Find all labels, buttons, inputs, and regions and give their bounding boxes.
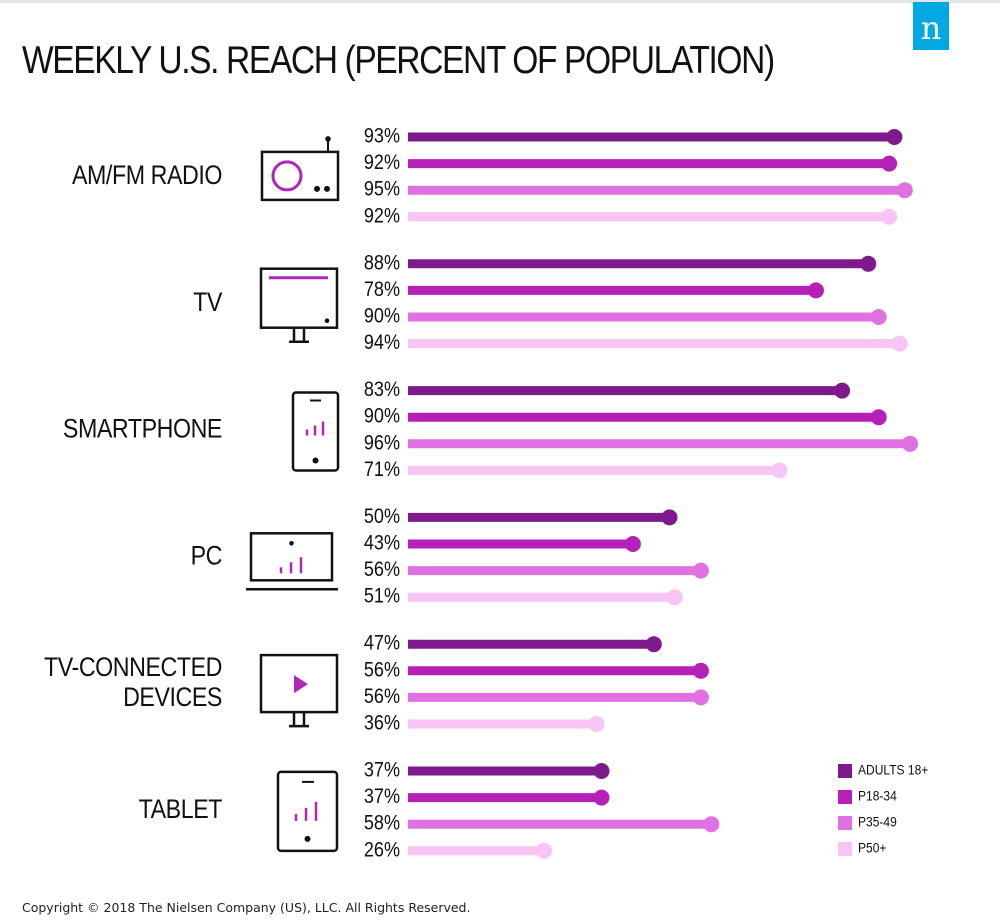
radio-body — [260, 150, 340, 202]
category-label: SMARTPHONE — [63, 414, 222, 444]
data-label: 94% — [364, 331, 400, 355]
bar-end-dot — [588, 716, 605, 732]
logo-letter: n — [920, 9, 942, 47]
tv-screen — [259, 267, 339, 329]
tv-stand — [289, 327, 309, 343]
bar-end-dot — [881, 155, 898, 172]
bar-end-dot — [886, 129, 903, 145]
tv-icon — [259, 267, 339, 343]
tv-stand — [289, 712, 309, 728]
legend-swatch — [838, 816, 852, 830]
radio-icon — [260, 136, 340, 202]
bar-end-dot — [535, 842, 552, 859]
category-label: TABLET — [139, 794, 222, 824]
data-label: 37% — [364, 758, 400, 782]
tablet-body — [276, 770, 339, 853]
legend-label: P18-34 — [858, 788, 897, 804]
bar-end-dot — [870, 309, 887, 325]
data-label: 71% — [364, 458, 400, 482]
data-label: 78% — [364, 278, 400, 302]
data-label: 90% — [364, 405, 400, 429]
bar-end-dot — [891, 335, 908, 352]
bar-end-dot — [692, 662, 709, 679]
radio-knob — [324, 185, 330, 192]
data-label: 92% — [364, 151, 400, 175]
phone-body — [291, 391, 340, 472]
copyright-notice: Copyright © 2018 The Nielsen Company (US… — [22, 900, 471, 915]
nielsen-logo: n — [913, 2, 949, 50]
top-rule — [0, 0, 1000, 3]
category-label: PC — [191, 541, 223, 571]
bar-end-dot — [834, 382, 851, 399]
category-label: DEVICES — [123, 683, 222, 713]
data-label: 51% — [364, 585, 400, 609]
data-label: 56% — [364, 658, 400, 682]
data-label: 37% — [364, 785, 400, 809]
bar-end-dot — [703, 816, 720, 833]
radio-knob — [314, 185, 320, 192]
smartphone-icon — [291, 391, 340, 472]
bar-end-dot — [645, 636, 662, 653]
page-title: WEEKLY U.S. REACH (PERCENT OF POPULATION… — [22, 39, 775, 82]
tv-power-dot — [324, 318, 330, 324]
tablet-home-button — [304, 835, 311, 842]
legend-label: P50+ — [858, 840, 886, 856]
data-label: 96% — [364, 431, 400, 455]
tablet-icon — [276, 770, 339, 853]
category-label: TV — [193, 287, 222, 317]
data-label: 95% — [364, 178, 400, 202]
category-label: AM/FM RADIO — [72, 160, 222, 190]
laptop-camera — [289, 541, 294, 546]
play-triangle — [294, 675, 308, 694]
data-label: 88% — [364, 251, 400, 275]
tv-screen — [259, 653, 339, 714]
data-label: 50% — [364, 505, 400, 529]
phone-signal-bars — [305, 421, 325, 436]
bar-end-dot — [807, 282, 824, 299]
data-label: 43% — [364, 531, 400, 555]
data-label: 56% — [364, 558, 400, 582]
data-label: 90% — [364, 304, 400, 328]
bar-end-dot — [593, 789, 610, 806]
bar-end-dot — [896, 182, 913, 199]
bar-end-dot — [692, 689, 709, 706]
data-label: 58% — [364, 812, 400, 836]
laptop-signal-bars — [279, 557, 303, 574]
data-label: 83% — [364, 378, 400, 402]
bar-end-dot — [870, 409, 887, 426]
category-label: TV-CONNECTED — [44, 653, 222, 683]
data-label: 26% — [364, 838, 400, 862]
legend-swatch — [838, 790, 852, 804]
bar-end-dot — [881, 208, 898, 225]
legend-label: P35-49 — [858, 814, 897, 830]
bar-end-dot — [692, 562, 709, 579]
data-label: 56% — [364, 685, 400, 709]
radio-dial — [271, 160, 303, 192]
bar-end-dot — [860, 255, 877, 272]
legend-label: ADULTS 18+ — [858, 762, 928, 778]
data-label: 92% — [364, 204, 400, 228]
bar-end-dot — [666, 589, 683, 606]
bar-end-dot — [661, 509, 678, 526]
bar-end-dot — [771, 462, 788, 479]
bar-end-dot — [593, 763, 610, 779]
laptop-screen — [249, 532, 334, 582]
connected-tv-icon — [259, 653, 339, 728]
tablet-signal-bars — [294, 801, 318, 821]
radio-antenna-tip — [325, 136, 331, 142]
bar-end-dot — [902, 435, 919, 452]
data-label: 93% — [364, 124, 400, 148]
data-label: 47% — [364, 632, 400, 656]
phone-home-button — [312, 457, 319, 464]
data-label: 36% — [364, 711, 400, 735]
laptop-icon — [246, 532, 338, 591]
bar-end-dot — [624, 536, 641, 552]
legend-swatch — [838, 764, 852, 778]
legend-swatch — [838, 842, 852, 856]
